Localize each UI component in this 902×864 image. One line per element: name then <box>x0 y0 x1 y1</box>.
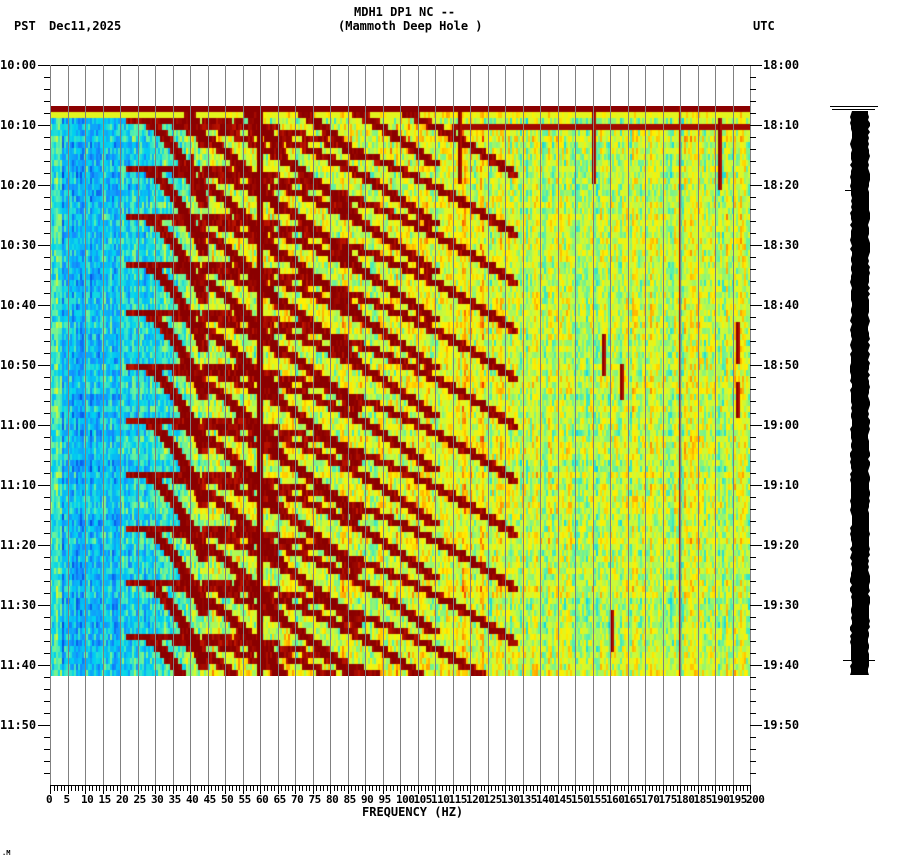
left-timezone: PST <box>14 19 36 33</box>
right-time-label: 18:30 <box>763 238 800 252</box>
right-time-label: 19:10 <box>763 478 800 492</box>
date-label: Dec11,2025 <box>49 19 122 33</box>
x-tick-label: 180 <box>676 793 695 806</box>
right-time-label: 19:20 <box>763 538 800 552</box>
right-time-label: 19:00 <box>763 418 800 432</box>
x-tick-label: 60 <box>256 793 269 806</box>
spectrogram-heatmap <box>50 106 750 676</box>
x-tick-label: 130 <box>501 793 520 806</box>
x-tick-label: 45 <box>203 793 217 806</box>
x-tick-label: 150 <box>571 793 590 806</box>
x-tick-label: 70 <box>291 793 304 806</box>
x-tick-label: 20 <box>116 793 129 806</box>
x-tick-label: 35 <box>168 793 182 806</box>
x-tick-label: 95 <box>378 793 392 806</box>
x-tick-label: 75 <box>308 793 322 806</box>
right-timezone: UTC <box>753 19 775 33</box>
x-tick-label: 165 <box>623 793 643 806</box>
corner-mark: .M <box>2 849 11 857</box>
right-time-label: 18:20 <box>763 178 800 192</box>
x-tick-label: 185 <box>693 793 713 806</box>
x-tick-label: 135 <box>518 793 538 806</box>
x-tick-label: 125 <box>483 793 503 806</box>
x-tick-label: 105 <box>413 793 433 806</box>
x-tick-label: 30 <box>151 793 164 806</box>
x-tick-label: 170 <box>641 793 660 806</box>
right-time-label: 18:40 <box>763 298 800 312</box>
x-tick-label: 155 <box>588 793 608 806</box>
x-tick-label: 160 <box>606 793 625 806</box>
x-tick-label: 140 <box>536 793 555 806</box>
station-title: MDH1 DP1 NC -- <box>354 5 456 19</box>
left-time-label: 10:40 <box>0 298 37 312</box>
x-tick-label: 0 <box>46 793 53 806</box>
left-time-label: 10:20 <box>0 178 37 192</box>
x-tick-label: 5 <box>63 793 71 806</box>
x-tick-label: 65 <box>273 793 287 806</box>
x-tick-label: 50 <box>221 793 234 806</box>
x-tick-label: 90 <box>361 793 374 806</box>
right-time-label: 18:00 <box>763 58 800 72</box>
left-time-label: 10:00 <box>0 58 37 72</box>
x-axis-title: FREQUENCY (HZ) <box>362 805 464 819</box>
x-tick-label: 100 <box>396 793 415 806</box>
x-tick-label: 195 <box>728 793 748 806</box>
location-title: (Mammoth Deep Hole ) <box>338 19 483 33</box>
left-time-label: 11:30 <box>0 598 37 612</box>
x-tick-label: 120 <box>466 793 485 806</box>
right-time-label: 18:10 <box>763 118 800 132</box>
x-tick-label: 175 <box>658 793 678 806</box>
x-tick-label: 190 <box>711 793 730 806</box>
x-tick-label: 145 <box>553 793 573 806</box>
left-time-label: 10:50 <box>0 358 37 372</box>
right-time-label: 18:50 <box>763 358 800 372</box>
left-time-label: 11:20 <box>0 538 37 552</box>
x-tick-label: 80 <box>326 793 339 806</box>
x-tick-label: 25 <box>133 793 147 806</box>
right-time-label: 19:40 <box>763 658 800 672</box>
left-time-label: 11:10 <box>0 478 37 492</box>
right-time-label: 19:50 <box>763 718 800 732</box>
left-time-label: 11:40 <box>0 658 37 672</box>
x-tick-label: 40 <box>186 793 199 806</box>
x-tick-label: 200 <box>746 793 765 806</box>
left-time-label: 11:50 <box>0 718 37 732</box>
x-tick-label: 85 <box>343 793 357 806</box>
x-tick-label: 115 <box>448 793 468 806</box>
left-time-label: 10:10 <box>0 118 37 132</box>
seismogram-trace <box>830 106 878 675</box>
x-tick-label: 10 <box>81 793 94 806</box>
left-time-label: 11:00 <box>0 418 37 432</box>
left-time-label: 10:30 <box>0 238 37 252</box>
x-tick-label: 110 <box>431 793 450 806</box>
right-time-label: 19:30 <box>763 598 800 612</box>
x-tick-label: 15 <box>98 793 112 806</box>
x-tick-label: 55 <box>238 793 252 806</box>
